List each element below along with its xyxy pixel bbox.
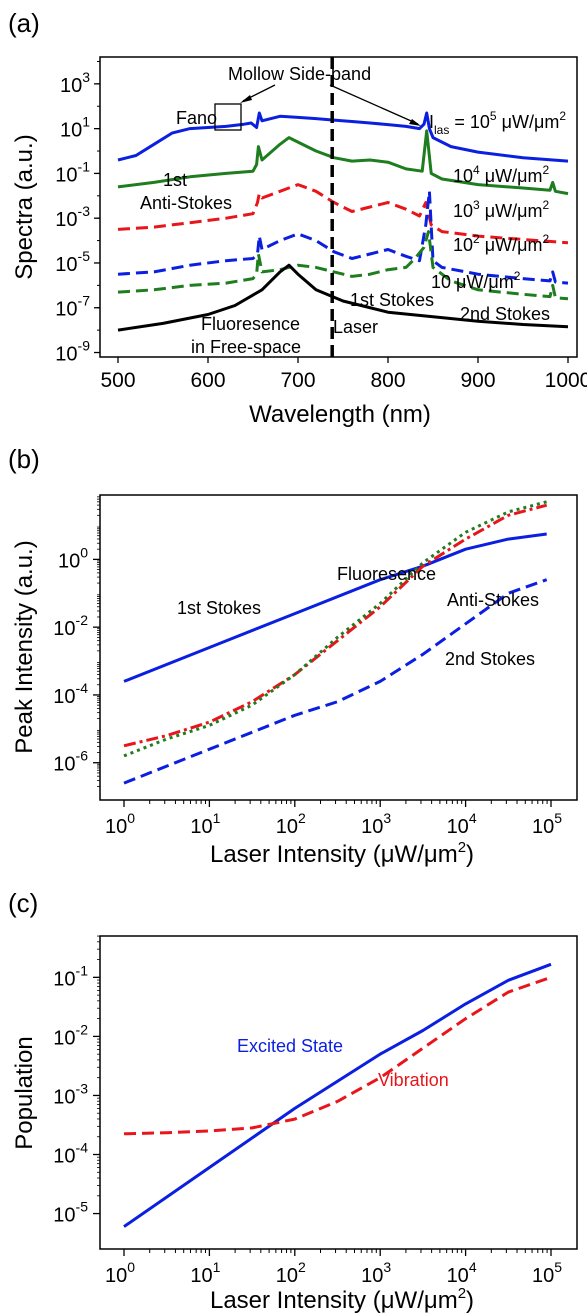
panel-a-x-ticks: 500 600 700 800 900 1000 — [100, 357, 587, 392]
fano-box — [214, 103, 242, 131]
panel-b-series-blue-dashed — [123, 578, 548, 785]
panel-a-series-black-solid — [117, 263, 569, 332]
panel-a-series-blue-dashed — [117, 189, 569, 285]
label-fluorescence: Fluoresence — [337, 564, 436, 584]
annotation-intensity-1e4: 104 μW/μm2 — [453, 163, 549, 186]
label-1st-stokes: 1st Stokes — [177, 598, 261, 618]
panel-a-axes-frame — [99, 56, 578, 358]
panel-c-y-tick-label: 10-3 — [53, 1080, 88, 1108]
panel-b-y-tick-label: 10-2 — [53, 612, 88, 640]
panel-a-x-tick-label: 900 — [460, 369, 495, 392]
annotation-fano: Fano — [176, 108, 217, 128]
annotation-1st: 1st — [163, 170, 187, 190]
panel-a: (a) 500 600 700 800 900 1000 10310110-110-310… — [8, 8, 587, 428]
panel-c-y-tick-label: 10-2 — [53, 1021, 88, 1049]
panel-b-x-tick-label: 102 — [276, 810, 306, 838]
panel-b-series-red-dashdot — [123, 503, 548, 748]
panel-b-series-blue-solid — [123, 532, 547, 683]
annotation-1st-stokes: 1st Stokes — [350, 290, 434, 310]
panel-b-y-ticks: 100 10-2 10-4 10-6 — [53, 496, 100, 787]
annotation-mollow: Mollow Side-band — [228, 64, 371, 84]
panel-c-axes-frame — [99, 935, 578, 1250]
panel-a-x-axis-label: Wavelength (nm) — [249, 401, 431, 428]
panel-c-y-tick-label: 10-4 — [53, 1140, 88, 1168]
panel-b-x-tick-label: 101 — [190, 810, 220, 838]
panel-b-series-green-dotted — [123, 500, 548, 758]
panel-c-y-tick-label: 10-5 — [53, 1199, 88, 1227]
annotation-intensity-1e3: 103 μW/μm2 — [453, 198, 549, 221]
panel-c-y-tick-label: 10-1 — [53, 962, 88, 990]
annotation-intensity-1e2: 102 μW/μm2 — [453, 232, 549, 255]
panel-b-series — [123, 500, 548, 785]
mollow-arrowhead-right — [409, 119, 421, 126]
panel-c-label: (c) — [8, 888, 38, 918]
panel-b-x-ticks: 100 101 102 103 104 105 — [105, 800, 562, 838]
panel-c-x-tick-label: 102 — [276, 1259, 306, 1287]
panel-a-y-tick-label: 10-3 — [55, 203, 90, 231]
panel-c-x-tick-label: 100 — [105, 1259, 135, 1287]
label-vibration: Vibration — [378, 1070, 449, 1090]
panel-c-y-ticks: 10-1 10-2 10-3 10-4 10-5 — [53, 935, 100, 1227]
panel-c-series — [123, 962, 552, 1228]
panel-a-y-axis-label: Spectra (a.u.) — [11, 134, 38, 279]
panel-a-series — [117, 111, 569, 332]
panel-b-x-axis-label: Laser Intensity (μW/μm2) — [210, 839, 474, 868]
panel-a-series-green-solid — [117, 129, 569, 196]
panel-b-x-tick-label: 100 — [105, 810, 135, 838]
label-2nd-stokes: 2nd Stokes — [445, 649, 535, 669]
panel-a-y-tick-label: 10-5 — [55, 248, 90, 276]
panel-b-x-tick-label: 105 — [532, 810, 562, 838]
panel-b-y-axis-label: Peak Intensity (a.u.) — [11, 540, 38, 753]
panel-a-y-ticks: 103 101 10-1 10-3 10-5 10-7 10-9 — [55, 60, 100, 366]
panel-b-y-tick-label: 10-4 — [53, 680, 88, 708]
panel-b-y-tick-label: 10-6 — [53, 748, 88, 776]
panel-c: (c) 100 101 102 103 104 105 10-110-210-310-41… — [8, 888, 578, 1314]
panel-a-series-green-dashed — [117, 230, 569, 301]
annotation-free-space: in Free-space — [191, 337, 301, 357]
panel-a-x-tick-label: 800 — [370, 369, 405, 392]
panel-c-series-blue-solid — [123, 962, 552, 1228]
panel-c-x-tick-label: 103 — [361, 1259, 391, 1287]
panel-c-x-axis-label: Laser Intensity (μW/μm2) — [210, 1285, 474, 1314]
panel-c-x-tick-label: 105 — [532, 1259, 562, 1287]
panel-a-series-blue-solid — [117, 111, 569, 163]
annotation-i-las: Ilas = 105 μW/μm2 — [429, 109, 566, 137]
annotation-fluorescence: Fluoresence — [201, 314, 300, 334]
panel-a-series-red-dashed — [117, 183, 569, 245]
panel-c-series-red-dashed — [123, 975, 552, 1136]
mollow-arrow-right — [329, 84, 419, 125]
mollow-arrowhead-left — [240, 95, 252, 103]
annotation-anti-stokes: Anti-Stokes — [140, 193, 232, 213]
panel-a-x-tick-label: 700 — [280, 369, 315, 392]
panel-a-y-tick-label: 10-1 — [55, 158, 90, 186]
panel-c-x-tick-label: 104 — [447, 1259, 477, 1287]
panel-c-x-tick-label: 101 — [190, 1259, 220, 1287]
panel-a-y-tick-label: 101 — [60, 114, 90, 142]
panel-b: (b) 100 101 102 103 104 105 100 10-2 10-4 10-6 L… — [8, 444, 578, 868]
panel-a-label: (a) — [8, 8, 40, 38]
panel-a-y-tick-label: 103 — [60, 69, 90, 97]
panel-c-y-axis-label: Population — [11, 1036, 38, 1149]
panel-b-axes-frame — [99, 494, 578, 801]
panel-a-x-tick-label: 600 — [190, 369, 225, 392]
annotation-intensity-1e1: 10 μW/μm2 — [431, 269, 521, 292]
annotation-laser: Laser — [333, 317, 378, 337]
panel-a-x-tick-label: 500 — [100, 369, 135, 392]
label-anti-stokes: Anti-Stokes — [447, 590, 539, 610]
panel-c-x-ticks: 100 101 102 103 104 105 — [105, 1249, 562, 1287]
panel-a-y-tick-label: 10-7 — [55, 293, 90, 321]
panel-b-x-tick-label: 104 — [447, 810, 477, 838]
panel-b-x-tick-label: 103 — [361, 810, 391, 838]
panel-b-y-tick-label: 100 — [58, 544, 88, 572]
label-excited-state: Excited State — [237, 1036, 343, 1056]
panel-a-y-tick-label: 10-9 — [55, 338, 90, 366]
panel-a-x-tick-label: 1000 — [545, 369, 587, 392]
panel-b-label: (b) — [8, 444, 40, 474]
annotation-2nd-stokes: 2nd Stokes — [460, 304, 550, 324]
